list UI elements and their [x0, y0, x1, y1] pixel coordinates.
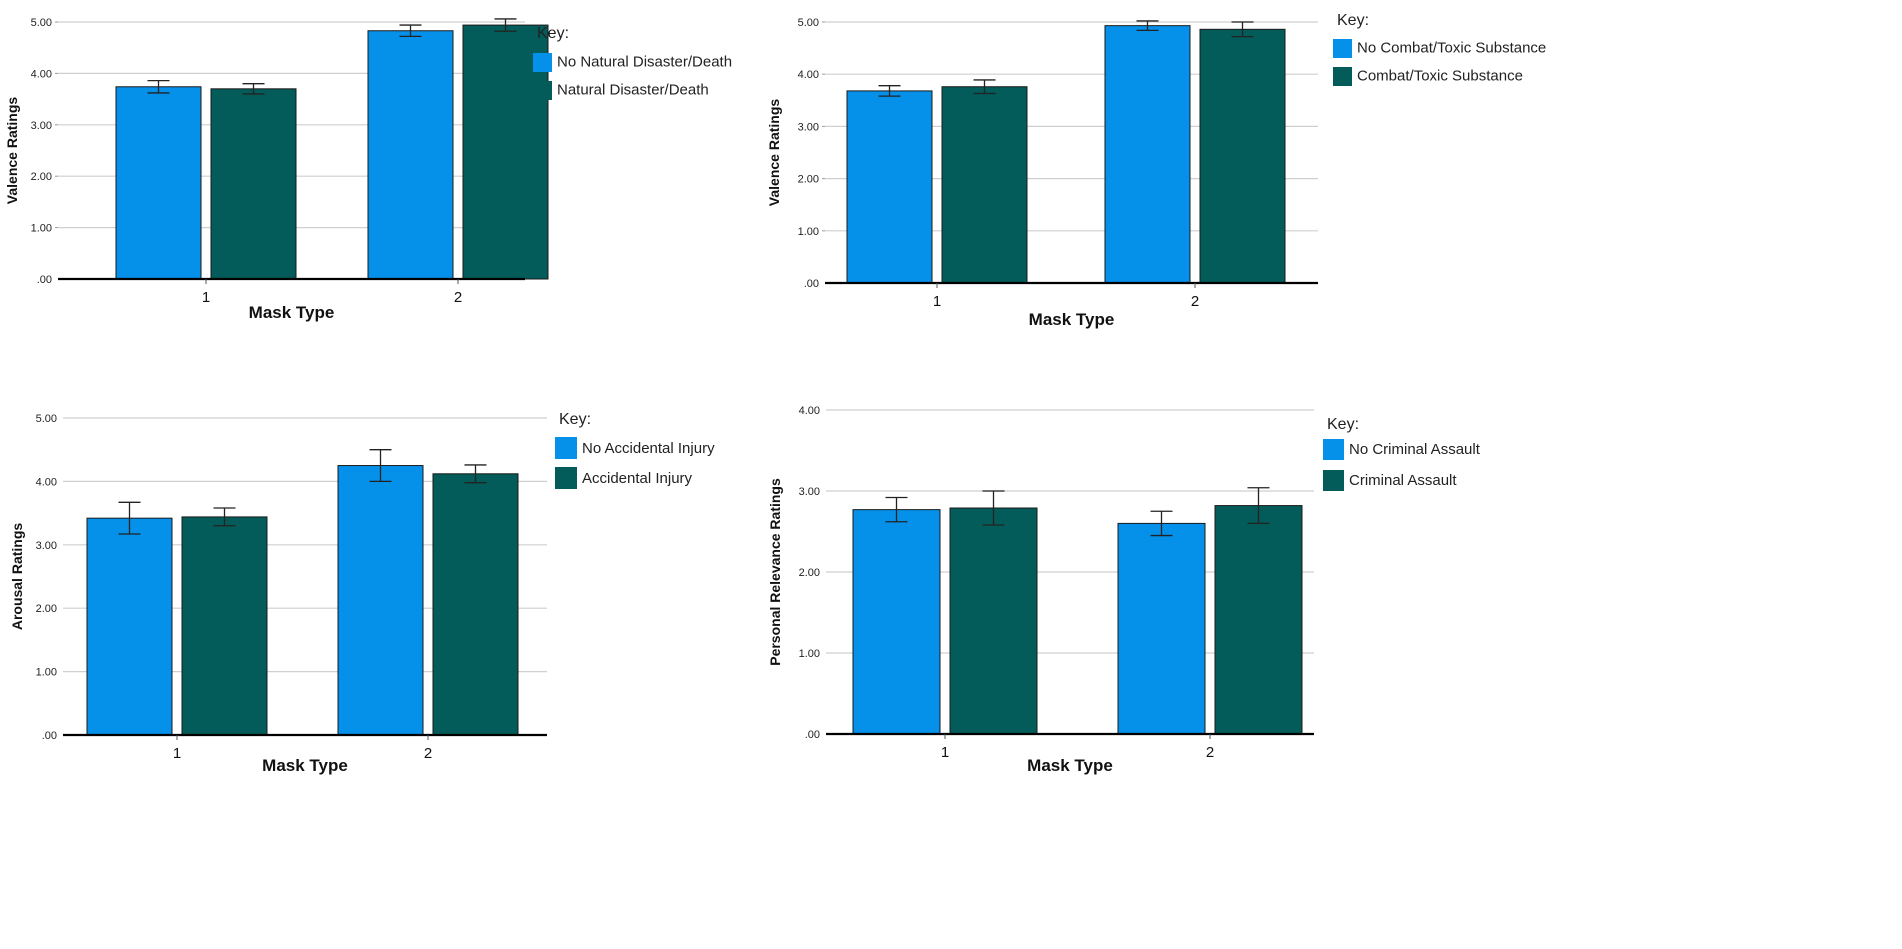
bar: [115, 86, 202, 280]
legend-swatch: [1323, 470, 1344, 491]
y-axis-title: Valence Ratings: [766, 99, 782, 207]
bar: [1199, 28, 1286, 284]
bar: [1117, 522, 1206, 735]
y-tick-label: 3.00: [31, 120, 52, 132]
y-axis-title: Valence Ratings: [4, 97, 20, 205]
y-tick-label: .00: [804, 278, 819, 290]
y-axis-title: Arousal Ratings: [9, 523, 25, 631]
legend-title: Key:: [1327, 416, 1359, 433]
x-tick-label: 1: [173, 745, 181, 762]
y-tick-label: 3.00: [799, 486, 820, 498]
legend-title: Key:: [537, 25, 569, 42]
y-tick-label: .00: [42, 730, 57, 742]
legend-label: Natural Disaster/Death: [557, 82, 709, 99]
legend: Key: No Natural Disaster/Death Natural Dis…: [533, 25, 732, 100]
chart-panel-3: .00 1.00 2.00 3.00 4.00 5.00 1 2 Mask Type Arousa…: [9, 411, 715, 775]
y-tick-label: 4.00: [798, 69, 819, 81]
x-axis-title: Mask Type: [249, 303, 335, 322]
y-tick-label: 3.00: [36, 540, 57, 552]
legend-label: No Criminal Assault: [1349, 441, 1481, 458]
legend-label: Accidental Injury: [582, 470, 693, 487]
bar: [432, 473, 519, 736]
bar: [1214, 505, 1303, 735]
legend-title: Key:: [559, 411, 591, 428]
y-tick-label: .00: [37, 274, 52, 286]
bar: [337, 465, 424, 736]
chart-panel-1: .00 1.00 2.00 3.00 4.00 5.00 1 2 Mask Type Valenc…: [4, 17, 732, 322]
y-tick-label: 2.00: [36, 603, 57, 615]
legend-swatch: [1323, 439, 1344, 460]
legend-swatch: [555, 437, 577, 459]
x-axis-title: Mask Type: [1029, 310, 1115, 329]
bar: [367, 30, 454, 280]
legend-label: No Accidental Injury: [582, 440, 715, 457]
legend-swatch: [555, 467, 577, 489]
y-axis-title: Personal Relevance Ratings: [767, 478, 783, 666]
bar: [210, 88, 297, 280]
y-tick-label: 4.00: [799, 405, 820, 417]
y-tick-label: 5.00: [36, 413, 57, 425]
x-tick-label: 1: [202, 289, 210, 306]
y-tick-label: 1.00: [799, 648, 820, 660]
y-tick-label: 5.00: [798, 17, 819, 29]
x-tick-label: 2: [454, 289, 462, 306]
bar: [1104, 25, 1191, 284]
x-tick-label: 2: [424, 745, 432, 762]
y-tick-label: .00: [805, 729, 820, 741]
legend-label: Criminal Assault: [1349, 472, 1457, 489]
legend-swatch: [533, 81, 552, 100]
x-tick-label: 2: [1191, 293, 1199, 310]
y-tick-label: 5.00: [31, 17, 52, 29]
y-tick-label: 1.00: [31, 223, 52, 235]
legend: Key: No Criminal Assault Criminal Assault: [1323, 416, 1481, 491]
y-tick-label: 3.00: [798, 121, 819, 133]
y-tick-label: 2.00: [31, 171, 52, 183]
x-tick-label: 2: [1206, 744, 1214, 761]
bar: [181, 516, 268, 736]
bar: [846, 90, 933, 284]
legend: Key: No Combat/Toxic Substance Combat/Toxi…: [1333, 12, 1546, 86]
y-tick-label: 2.00: [798, 174, 819, 186]
y-tick-label: 4.00: [31, 68, 52, 80]
bar: [949, 507, 1038, 735]
y-tick-label: 1.00: [36, 667, 57, 679]
legend-label: Combat/Toxic Substance: [1357, 68, 1523, 85]
y-tick-label: 1.00: [798, 226, 819, 238]
x-axis-title: Mask Type: [262, 756, 348, 775]
chart-panel-4: .00 1.00 2.00 3.00 4.00 1 2 Mask Type Personal R…: [767, 405, 1481, 775]
legend: Key: No Accidental Injury Accidental Injur…: [555, 411, 715, 489]
bar: [86, 517, 173, 736]
legend-swatch: [1333, 39, 1352, 58]
x-tick-label: 1: [941, 744, 949, 761]
y-tick-label: 2.00: [799, 567, 820, 579]
x-axis-title: Mask Type: [1027, 756, 1113, 775]
y-tick-label: 4.00: [36, 476, 57, 488]
legend-swatch: [1333, 67, 1352, 86]
legend-title: Key:: [1337, 12, 1369, 29]
bar: [941, 86, 1028, 284]
bar: [852, 509, 941, 735]
legend-label: No Combat/Toxic Substance: [1357, 40, 1546, 57]
legend-swatch: [533, 53, 552, 72]
legend-label: No Natural Disaster/Death: [557, 54, 732, 71]
chart-panel-2: .00 1.00 2.00 3.00 4.00 5.00 1 2 Mask Type Valenc…: [766, 12, 1546, 329]
x-tick-label: 1: [933, 293, 941, 310]
